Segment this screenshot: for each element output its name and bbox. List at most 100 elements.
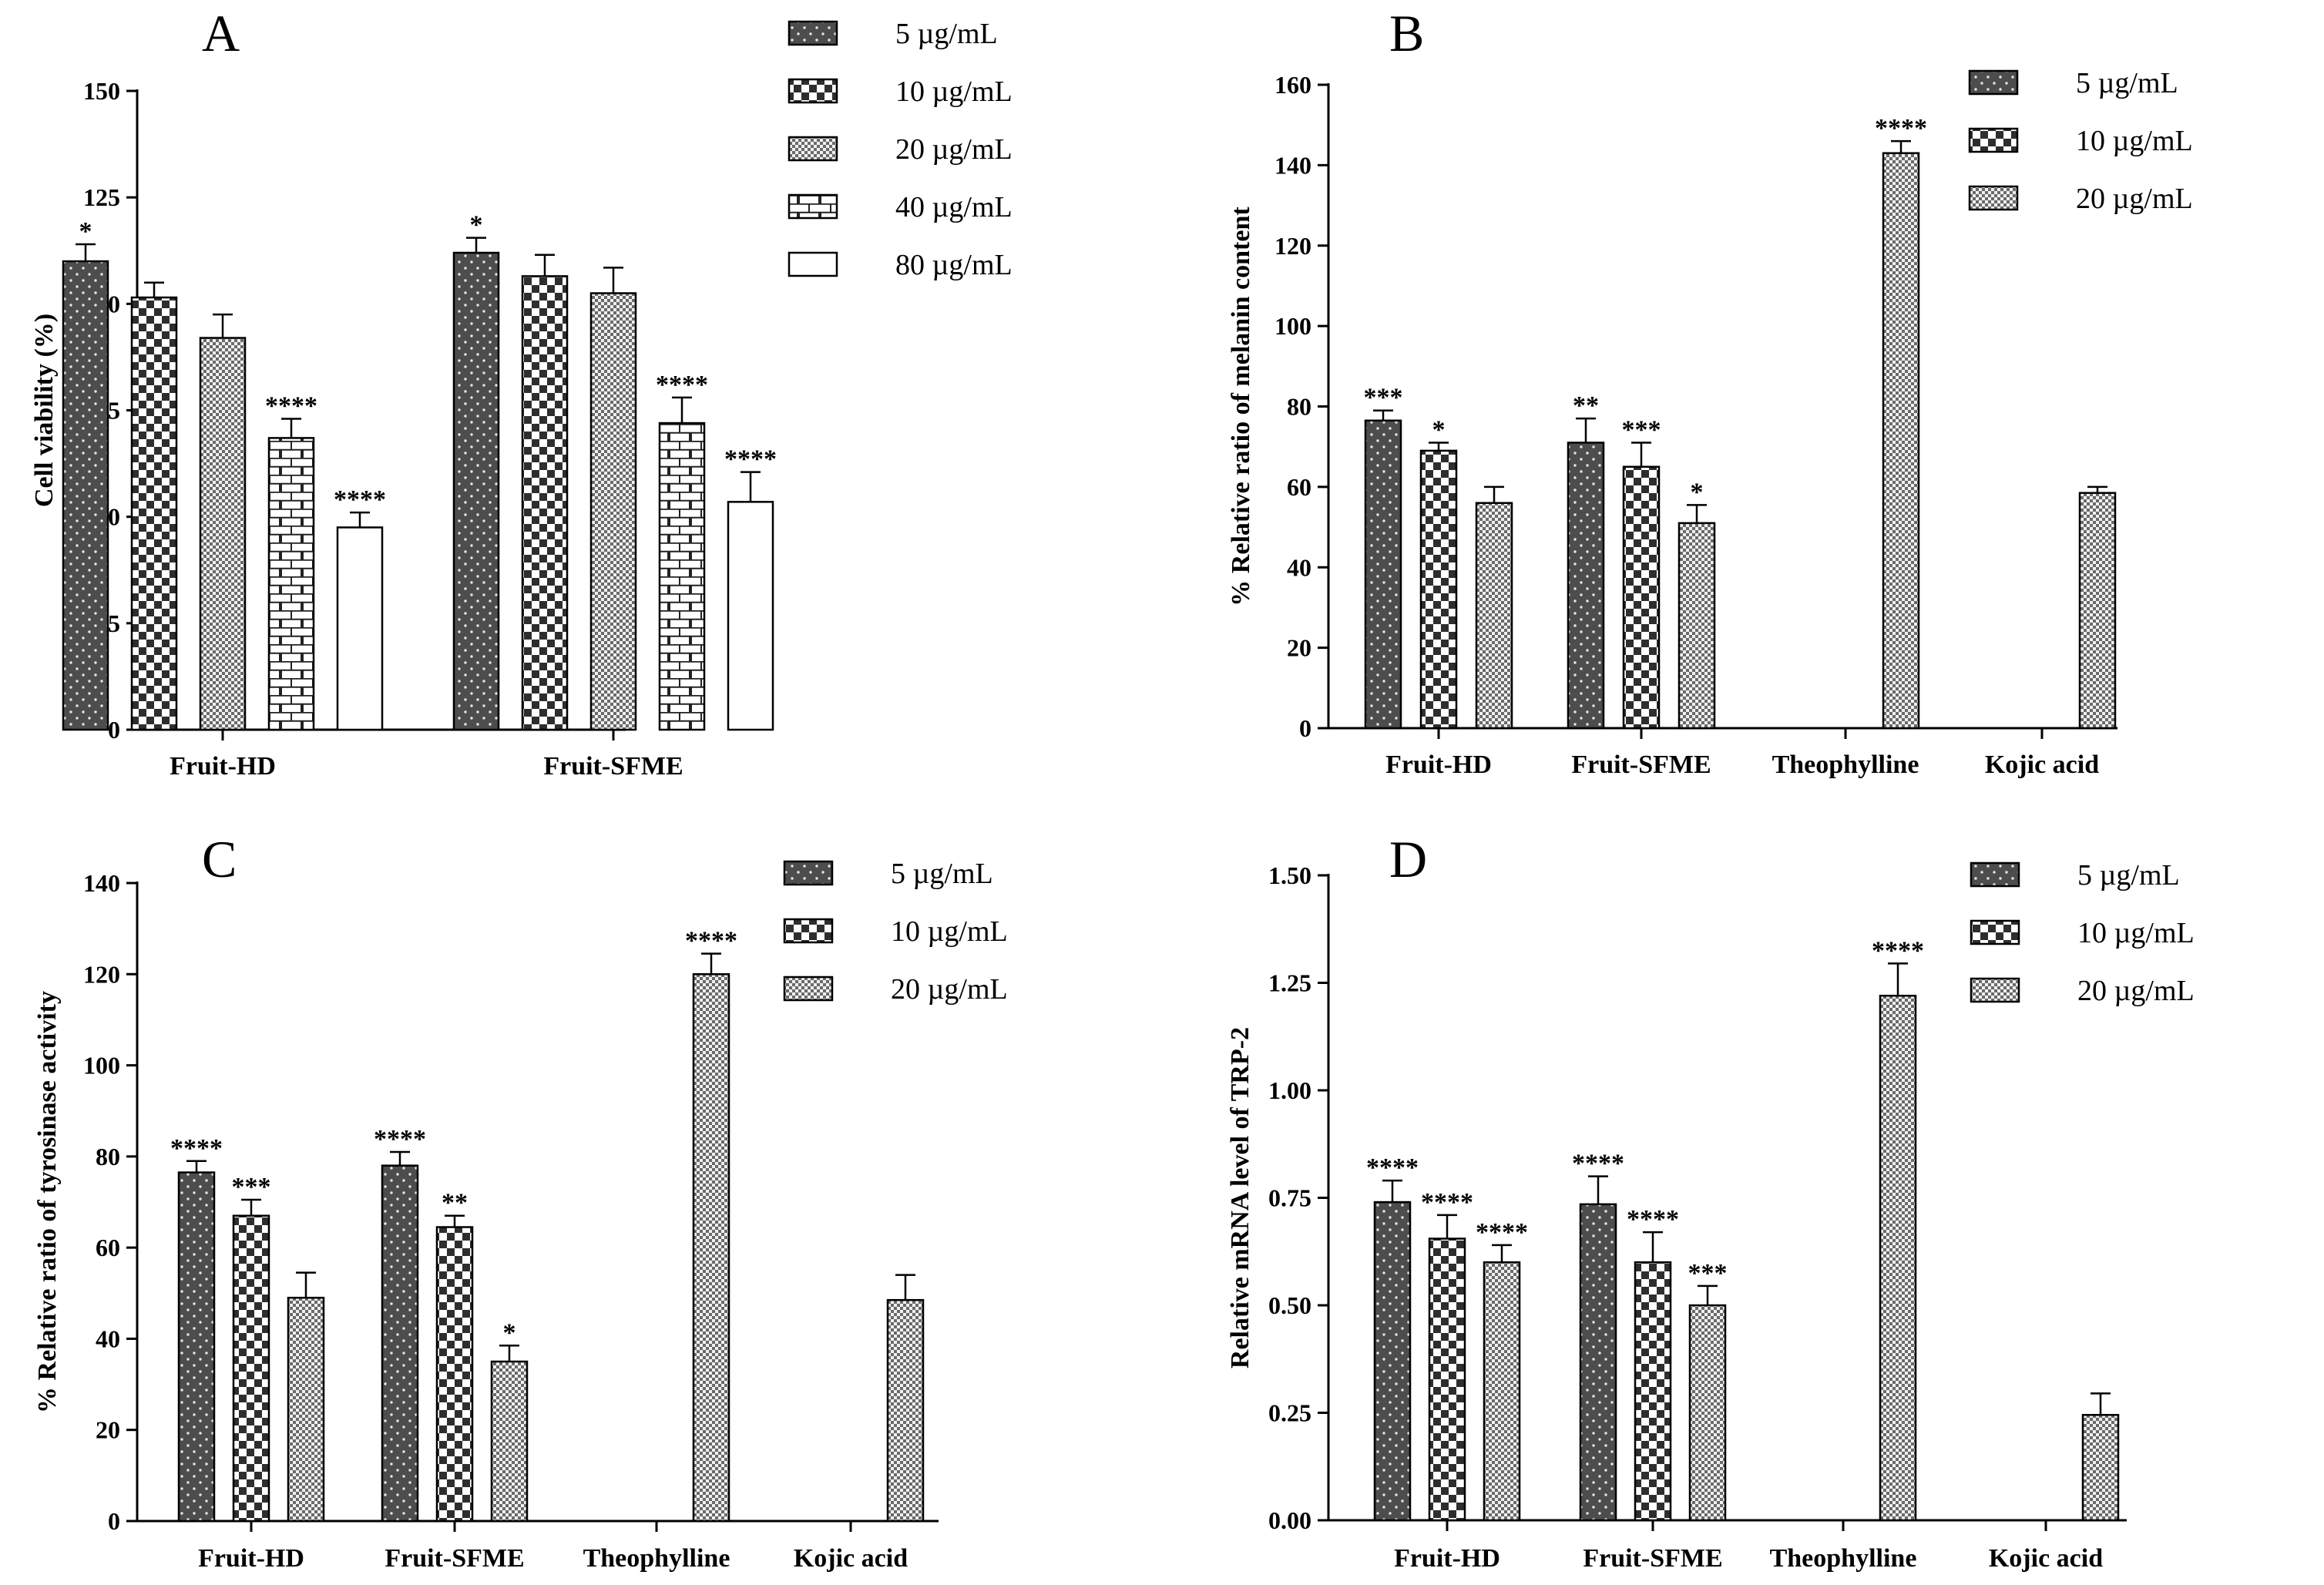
panel-b-melanin-content: B 0 20 40 60 80 100 120 140 160 % Relative ratio …: [1227, 4, 2193, 779]
panel-b-y-tick-label: 140: [1275, 151, 1311, 179]
panel-d-legend-swatch-checkerboard-pattern: [1970, 919, 2020, 945]
panel-d-legend-item-c5: 5 µg/mL: [1970, 859, 2180, 892]
panel-d-significance-label: ****: [1872, 936, 1924, 965]
panel-c-y-tick-label: 20: [96, 1416, 120, 1444]
panel-b-category-label-fruit-sfme: Fruit-SFME: [1571, 751, 1711, 779]
panel-a-bar-fruit-hd-c10: [130, 296, 178, 731]
panel-b-bar-fruit-sfme-c5: [1567, 442, 1605, 730]
panel-a-legend-swatch-fine-check-pattern: [788, 136, 838, 162]
panel-d-y-tick-label: 1.25: [1268, 969, 1311, 997]
panel-d-significance-label: ****: [1476, 1218, 1528, 1247]
panel-c-y-axis-title: % Relative ratio of tyrosinase activity: [33, 991, 62, 1413]
panel-a-legend-label-c40: 40 µg/mL: [895, 191, 1013, 223]
panel-c-significance-label: ****: [685, 927, 737, 955]
panel-d-y-tick-label: 1.00: [1268, 1076, 1311, 1104]
panel-a-significance-label: ****: [334, 485, 386, 514]
panel-a-legend-swatch-brick-pattern: [788, 193, 838, 220]
panel-b-bar-fruit-sfme-c10: [1622, 465, 1661, 730]
panel-c-legend-swatch-dark-dotted-pattern: [783, 860, 834, 886]
panel-d-bar-fruit-sfme-c5: [1579, 1203, 1617, 1522]
panel-c-y-tick-label: 0: [108, 1507, 120, 1535]
panel-c-significance-label: ****: [374, 1125, 426, 1153]
panel-c-category-label-fruit-hd: Fruit-HD: [198, 1544, 304, 1573]
panel-c-significance-label: *: [503, 1318, 516, 1347]
panel-a-legend-label-c20: 20 µg/mL: [895, 133, 1013, 166]
panel-b-y-tick-label: 60: [1287, 473, 1311, 501]
panel-c-legend-item-c10: 10 µg/mL: [783, 915, 1008, 948]
panel-b-significance-label: ****: [1875, 114, 1927, 143]
panel-c-bar-fruit-sfme-c10: [435, 1226, 474, 1523]
panel-d-bar-fruit-hd-c5: [1373, 1201, 1412, 1522]
panel-c-y-tick-label: 100: [83, 1052, 120, 1080]
panel-c-y-tick-label: 120: [83, 960, 120, 988]
panel-a-legend-label-c10: 10 µg/mL: [895, 76, 1013, 108]
panel-d-y-tick-label: 0.50: [1268, 1291, 1311, 1319]
panel-b-bar-fruit-hd-c20: [1475, 502, 1513, 730]
panel-d-legend-label-c5: 5 µg/mL: [2077, 859, 2180, 892]
panel-b-legend-swatch-dark-dotted-pattern: [1968, 69, 2019, 96]
panel-a-significance-label: ****: [656, 371, 708, 399]
panel-d-significance-label: ***: [1688, 1259, 1728, 1288]
panel-a-bar-fruit-sfme-c20: [589, 292, 637, 731]
panel-b-bar-fruit-hd-c5: [1364, 419, 1402, 730]
panel-d-legend-item-c10: 10 µg/mL: [1970, 917, 2195, 949]
panel-d-y-tick-label: 0.00: [1268, 1506, 1311, 1534]
panel-d-y-tick-label: 0.25: [1268, 1399, 1311, 1427]
panel-d-bar-theophylline-c20: [1879, 994, 1917, 1522]
panel-a-legend-label-c5: 5 µg/mL: [895, 18, 998, 50]
panel-b-legend: 5 µg/mL 10 µg/mL 20 µg/mL: [1968, 67, 2193, 215]
panel-b-significance-label: *: [1432, 415, 1446, 444]
panel-a-legend: 5 µg/mL 10 µg/mL 20 µg/mL 40 µg/mL 80 µg/mL: [788, 18, 1013, 281]
panel-c-category-label-theophylline: Theophylline: [583, 1544, 730, 1573]
panel-d-plot: 0.00 0.25 0.50 0.75 1.00 1.25 1.50 Relative mRN…: [1226, 861, 2127, 1573]
panel-a-legend-item-c80: 80 µg/mL: [788, 249, 1013, 281]
panel-c-bar-fruit-hd-c20: [287, 1296, 325, 1523]
panel-b-significance-label: **: [1573, 391, 1599, 420]
panel-d-legend-swatch-dark-dotted-pattern: [1970, 861, 2020, 888]
panel-a-bar-fruit-sfme-c10: [521, 275, 569, 731]
panel-c-plot: 0 20 40 60 80 100 120 140 % Relative ratio of ty…: [33, 869, 939, 1573]
panel-c-legend-label-c5: 5 µg/mL: [891, 858, 993, 890]
panel-c-category-label-fruit-sfme: Fruit-SFME: [385, 1544, 524, 1573]
panel-b-legend-label-c5: 5 µg/mL: [2076, 67, 2178, 99]
panel-c-legend: 5 µg/mL 10 µg/mL 20 µg/mL: [783, 858, 1008, 1006]
panel-d-legend: 5 µg/mL 10 µg/mL 20 µg/mL: [1970, 859, 2195, 1007]
panel-d-legend-label-c10: 10 µg/mL: [2077, 917, 2195, 949]
panel-b-y-tick-label: 80: [1287, 393, 1311, 421]
panel-b-legend-item-c10: 10 µg/mL: [1968, 125, 2193, 157]
panel-b-legend-item-c20: 20 µg/mL: [1968, 183, 2193, 215]
panel-d-y-axis-title: Relative mRNA level of TRP-2: [1226, 1027, 1254, 1368]
panel-a-category-label-fruit-hd: Fruit-HD: [170, 752, 276, 781]
panel-a-significance-label: *: [470, 211, 483, 240]
panel-c-legend-item-c5: 5 µg/mL: [783, 858, 993, 890]
panel-d-bar-fruit-hd-c20: [1483, 1261, 1521, 1522]
panel-c-bar-kojic-acid-c20: [886, 1298, 925, 1523]
panel-c-legend-swatch-checkerboard-pattern: [783, 918, 834, 944]
panel-d-significance-label: ****: [1421, 1188, 1473, 1217]
panel-c-significance-label: ****: [170, 1134, 223, 1163]
panel-a-cell-viability: A 0255075100125150Cell viability (%)Frui…: [30, 4, 1013, 781]
panel-letter-d: D: [1389, 830, 1427, 888]
panel-c-bar-theophylline-c20: [692, 973, 730, 1523]
panel-c-legend-label-c20: 20 µg/mL: [891, 973, 1008, 1006]
panel-d-legend-item-c20: 20 µg/mL: [1970, 975, 2195, 1007]
panel-b-y-tick-label: 40: [1287, 553, 1311, 581]
panel-d-bar-fruit-hd-c10: [1428, 1237, 1466, 1522]
panel-a-significance-label: ****: [265, 392, 317, 421]
panel-a-category-label-fruit-sfme: Fruit-SFME: [543, 752, 683, 781]
panel-b-category-label-kojic-acid: Kojic acid: [1985, 751, 2099, 779]
panel-b-significance-label: *: [1691, 478, 1704, 506]
panel-a-y-tick-label: 0: [108, 716, 120, 744]
panel-d-category-label-kojic-acid: Kojic acid: [1989, 1544, 2103, 1573]
panel-b-y-tick-label: 120: [1275, 232, 1311, 260]
panel-c-y-tick-label: 80: [96, 1143, 120, 1170]
panel-b-bar-kojic-acid-c20: [2078, 492, 2117, 730]
panel-c-bar-fruit-sfme-c5: [381, 1164, 419, 1523]
panel-b-legend-swatch-fine-check-pattern: [1968, 185, 2019, 211]
panel-d-category-label-fruit-sfme: Fruit-SFME: [1583, 1544, 1722, 1573]
panel-c-bar-fruit-sfme-c20: [490, 1360, 529, 1523]
panel-b-plot: 0 20 40 60 80 100 120 140 160 % Relative ratio of…: [1227, 71, 2117, 779]
panel-c-bar-fruit-hd-c10: [232, 1214, 270, 1523]
panel-a-bar-fruit-hd-c80: [336, 526, 384, 731]
panel-b-legend-label-c10: 10 µg/mL: [2076, 125, 2193, 157]
